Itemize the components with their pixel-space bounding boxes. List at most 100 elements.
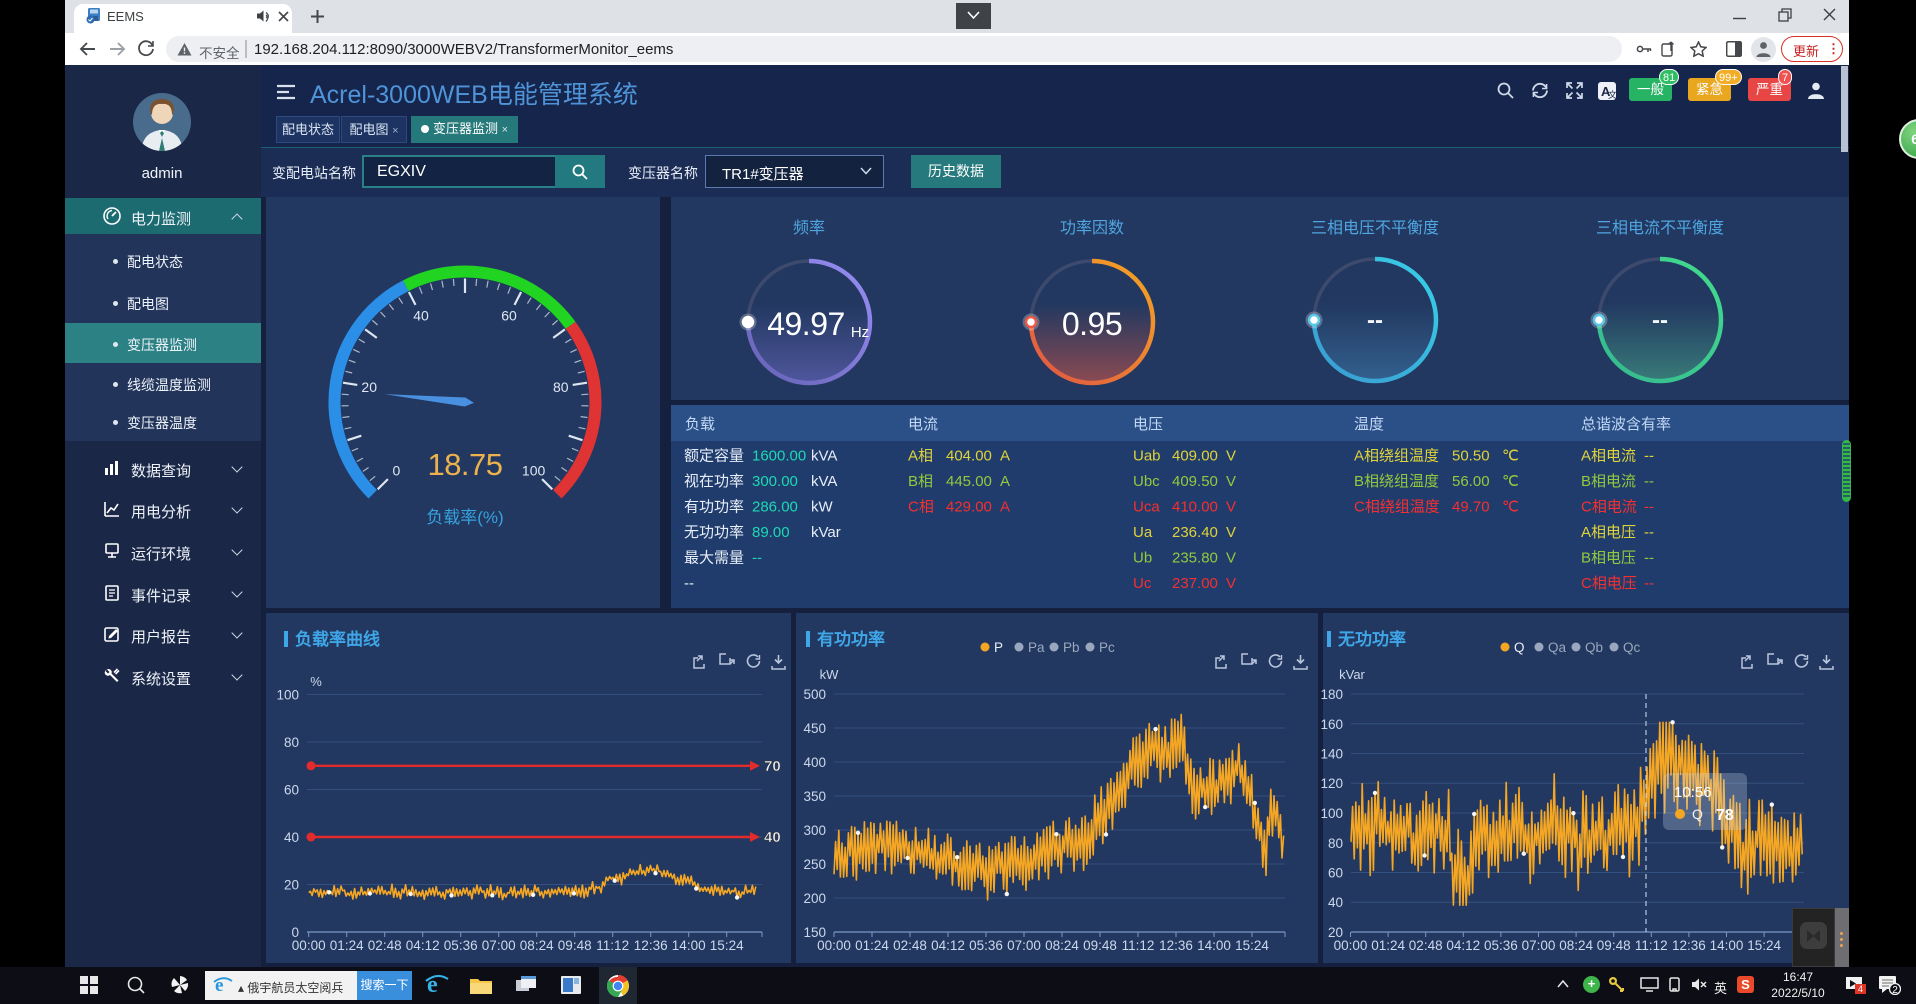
svg-text:409.00: 409.00 bbox=[1172, 448, 1218, 465]
svg-text:--: -- bbox=[1652, 307, 1668, 334]
svg-text:100: 100 bbox=[1320, 806, 1343, 821]
svg-text:kVar: kVar bbox=[811, 524, 841, 541]
svg-text:350: 350 bbox=[803, 789, 826, 804]
svg-text:--: -- bbox=[1644, 473, 1654, 490]
svg-text:三相电流不平衡度: 三相电流不平衡度 bbox=[1596, 219, 1724, 237]
svg-text:20: 20 bbox=[284, 878, 299, 893]
svg-text:kVA: kVA bbox=[811, 473, 837, 490]
svg-text:01:24: 01:24 bbox=[330, 938, 364, 953]
svg-text:B相电流: B相电流 bbox=[1581, 473, 1636, 490]
svg-text:11:12: 11:12 bbox=[596, 938, 629, 953]
svg-text:09:48: 09:48 bbox=[558, 938, 592, 953]
svg-text:电压: 电压 bbox=[1133, 416, 1163, 433]
svg-text:温度: 温度 bbox=[1354, 416, 1384, 433]
svg-text:1600.00: 1600.00 bbox=[752, 448, 806, 465]
svg-text:12:36: 12:36 bbox=[1672, 938, 1706, 953]
svg-text:410.00: 410.00 bbox=[1172, 499, 1218, 516]
svg-text:14:00: 14:00 bbox=[672, 938, 706, 953]
svg-text:40: 40 bbox=[1328, 895, 1343, 910]
svg-text:20: 20 bbox=[1328, 925, 1343, 940]
svg-text:kVar: kVar bbox=[1339, 667, 1365, 682]
svg-text:15:24: 15:24 bbox=[1747, 938, 1781, 953]
svg-text:500: 500 bbox=[803, 687, 826, 702]
svg-text:180: 180 bbox=[1320, 687, 1343, 702]
svg-text:01:24: 01:24 bbox=[1371, 938, 1405, 953]
svg-text:15:24: 15:24 bbox=[710, 938, 744, 953]
svg-text:e: e bbox=[427, 972, 438, 997]
svg-text:C相电流: C相电流 bbox=[1581, 499, 1637, 516]
svg-text:V: V bbox=[1226, 550, 1236, 567]
svg-text:78: 78 bbox=[1716, 807, 1734, 824]
svg-text:V: V bbox=[1226, 473, 1236, 490]
svg-text:200: 200 bbox=[803, 891, 826, 906]
svg-text:kVA: kVA bbox=[811, 448, 837, 465]
svg-text:80: 80 bbox=[1328, 836, 1343, 851]
svg-text:49.70: 49.70 bbox=[1452, 499, 1490, 516]
svg-text:409.50: 409.50 bbox=[1172, 473, 1218, 490]
svg-text:429.00: 429.00 bbox=[946, 499, 992, 516]
svg-text:04:12: 04:12 bbox=[406, 938, 440, 953]
svg-text:Ub: Ub bbox=[1133, 550, 1152, 567]
svg-text:Pc: Pc bbox=[1099, 640, 1115, 655]
svg-text:08:24: 08:24 bbox=[1559, 938, 1593, 953]
svg-text:负载率曲线: 负载率曲线 bbox=[295, 629, 380, 649]
svg-text:49.97: 49.97 bbox=[767, 306, 845, 342]
svg-text:Pa: Pa bbox=[1028, 640, 1045, 655]
svg-text:18.75: 18.75 bbox=[427, 447, 502, 482]
svg-text:11:12: 11:12 bbox=[1122, 938, 1155, 953]
svg-text:404.00: 404.00 bbox=[946, 448, 992, 465]
svg-text:286.00: 286.00 bbox=[752, 499, 798, 516]
svg-text:A相绕组温度: A相绕组温度 bbox=[1354, 448, 1439, 465]
svg-text:有功功率: 有功功率 bbox=[684, 499, 744, 516]
svg-text:08:24: 08:24 bbox=[520, 938, 554, 953]
svg-text:02:48: 02:48 bbox=[1409, 938, 1443, 953]
svg-text:07:00: 07:00 bbox=[1522, 938, 1556, 953]
svg-text:A: A bbox=[1000, 448, 1010, 465]
svg-text:Uab: Uab bbox=[1133, 448, 1161, 465]
svg-text:40: 40 bbox=[764, 829, 781, 846]
svg-text:Qc: Qc bbox=[1623, 640, 1641, 655]
svg-text:237.00: 237.00 bbox=[1172, 575, 1218, 592]
svg-text:功率因数: 功率因数 bbox=[1060, 219, 1124, 237]
svg-text:C相: C相 bbox=[908, 499, 934, 516]
svg-text:--: -- bbox=[684, 575, 694, 592]
svg-text:60: 60 bbox=[284, 783, 299, 798]
svg-text:15:24: 15:24 bbox=[1235, 938, 1269, 953]
svg-text:Uc: Uc bbox=[1133, 575, 1152, 592]
svg-text:Qb: Qb bbox=[1585, 640, 1603, 655]
svg-text:kW: kW bbox=[811, 499, 834, 516]
svg-text:℃: ℃ bbox=[1502, 448, 1519, 465]
svg-text:05:36: 05:36 bbox=[969, 938, 1003, 953]
svg-text:160: 160 bbox=[1320, 717, 1343, 732]
svg-text:--: -- bbox=[1644, 448, 1654, 465]
svg-text:07:00: 07:00 bbox=[482, 938, 516, 953]
svg-text:0: 0 bbox=[291, 925, 299, 940]
svg-text:05:36: 05:36 bbox=[444, 938, 478, 953]
svg-text:Qa: Qa bbox=[1548, 640, 1567, 655]
svg-text:V: V bbox=[1226, 575, 1236, 592]
svg-text:09:48: 09:48 bbox=[1083, 938, 1117, 953]
svg-text:--: -- bbox=[752, 550, 762, 567]
svg-text:%: % bbox=[310, 674, 322, 689]
svg-text:80: 80 bbox=[284, 735, 299, 750]
svg-text:56.00: 56.00 bbox=[1452, 473, 1490, 490]
svg-text:无功功率: 无功功率 bbox=[1337, 629, 1406, 649]
svg-text:20: 20 bbox=[361, 379, 377, 395]
svg-text:12:36: 12:36 bbox=[634, 938, 668, 953]
svg-text:14:00: 14:00 bbox=[1710, 938, 1744, 953]
svg-text:10:56: 10:56 bbox=[1674, 784, 1712, 801]
svg-text:01:24: 01:24 bbox=[855, 938, 889, 953]
svg-text:Q: Q bbox=[1692, 806, 1703, 822]
svg-text:Ubc: Ubc bbox=[1133, 473, 1160, 490]
svg-text:50.50: 50.50 bbox=[1452, 448, 1490, 465]
svg-text:02:48: 02:48 bbox=[893, 938, 927, 953]
svg-text:09:48: 09:48 bbox=[1597, 938, 1631, 953]
svg-text:14:00: 14:00 bbox=[1197, 938, 1231, 953]
svg-text:0.95: 0.95 bbox=[1062, 306, 1122, 342]
svg-text:A相电流: A相电流 bbox=[1581, 448, 1636, 465]
svg-text:12:36: 12:36 bbox=[1159, 938, 1193, 953]
svg-text:V: V bbox=[1226, 448, 1236, 465]
svg-text:负载率(%): 负载率(%) bbox=[426, 508, 503, 527]
svg-text:02:48: 02:48 bbox=[368, 938, 402, 953]
svg-text:00:00: 00:00 bbox=[292, 938, 326, 953]
